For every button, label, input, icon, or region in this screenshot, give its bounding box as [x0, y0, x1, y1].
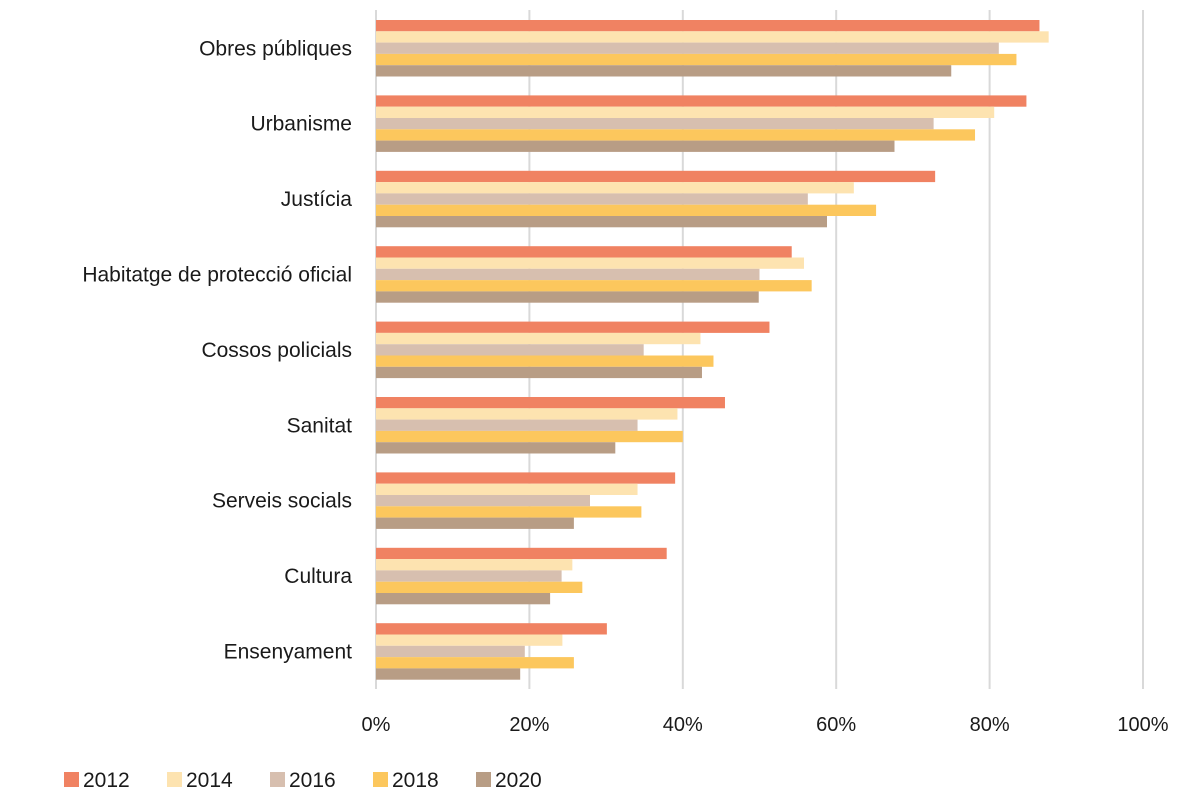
- bar: [376, 31, 1049, 43]
- bar: [376, 216, 827, 228]
- bars: [376, 20, 1049, 680]
- legend-swatch: [476, 772, 491, 787]
- category-label: Habitatge de protecció oficial: [82, 263, 352, 286]
- bar: [376, 668, 521, 680]
- bar: [376, 204, 877, 216]
- category-label: Serveis socials: [212, 490, 352, 513]
- legend-label: 2018: [392, 769, 439, 792]
- bar: [376, 291, 759, 303]
- bar: [376, 506, 642, 518]
- bar: [376, 332, 701, 345]
- bar: [376, 483, 638, 495]
- bar: [376, 106, 995, 118]
- bar: [376, 623, 607, 635]
- x-tick-label: 20%: [509, 714, 549, 736]
- bar: [376, 581, 583, 593]
- legend-swatch: [64, 772, 79, 787]
- x-tick-label: 0%: [362, 714, 391, 736]
- bar: [376, 129, 976, 141]
- bar: [376, 657, 574, 669]
- x-tick-labels: 0% 20% 40% 60% 80% 100%: [362, 714, 1169, 736]
- bar: [376, 268, 760, 281]
- bar: [376, 140, 895, 152]
- category-label: Justícia: [281, 188, 353, 211]
- bar: [376, 321, 770, 333]
- legend-swatch: [373, 772, 388, 787]
- bar: [376, 20, 1040, 32]
- bar: [376, 42, 999, 54]
- legend-label: 2020: [495, 769, 542, 792]
- bar: [376, 517, 574, 529]
- bar: [376, 53, 1017, 66]
- x-tick-label: 40%: [663, 714, 703, 736]
- category-label: Cultura: [284, 565, 352, 588]
- bar: [376, 182, 854, 194]
- bar: [376, 495, 590, 507]
- bar: [376, 634, 563, 646]
- category-labels: Obres públiques Urbanisme Justícia Habitatg…: [82, 37, 352, 663]
- bar: [376, 645, 525, 658]
- bar: [376, 344, 644, 356]
- bar: [376, 257, 804, 269]
- legend-label: 2014: [186, 769, 233, 792]
- bar: [376, 570, 562, 582]
- legend-label: 2016: [289, 769, 336, 792]
- bar: [376, 95, 1027, 107]
- bar: [376, 366, 702, 379]
- legend: 2012 2014 2016 2018 2020: [64, 769, 542, 792]
- legend-item: 2014: [167, 769, 233, 792]
- bar: [376, 118, 934, 130]
- legend-swatch: [167, 772, 182, 787]
- category-label: Ensenyament: [224, 640, 353, 663]
- bar: [376, 419, 638, 431]
- legend-swatch: [270, 772, 285, 787]
- category-label: Obres públiques: [199, 37, 352, 60]
- bar: [376, 65, 952, 77]
- bar: [376, 472, 676, 484]
- bar: [376, 355, 714, 367]
- x-tick-label: 60%: [816, 714, 856, 736]
- bar: [376, 559, 573, 571]
- x-tick-label: 100%: [1117, 714, 1168, 736]
- category-label: Urbanisme: [250, 113, 352, 136]
- legend-item: 2012: [64, 769, 130, 792]
- bar: [376, 280, 812, 292]
- legend-item: 2018: [373, 769, 439, 792]
- x-tick-label: 80%: [970, 714, 1010, 736]
- bar: [376, 397, 725, 409]
- bar: [376, 246, 792, 258]
- legend-item: 2016: [270, 769, 336, 792]
- category-label: Sanitat: [287, 414, 353, 437]
- bar: [376, 442, 616, 454]
- bar: [376, 430, 683, 443]
- bar: [376, 547, 667, 560]
- bar: [376, 593, 551, 605]
- bar: [376, 408, 678, 420]
- legend-label: 2012: [83, 769, 130, 792]
- legend-item: 2020: [476, 769, 542, 792]
- bar: [376, 170, 936, 183]
- category-label: Cossos policials: [201, 339, 352, 362]
- bar: [376, 193, 808, 205]
